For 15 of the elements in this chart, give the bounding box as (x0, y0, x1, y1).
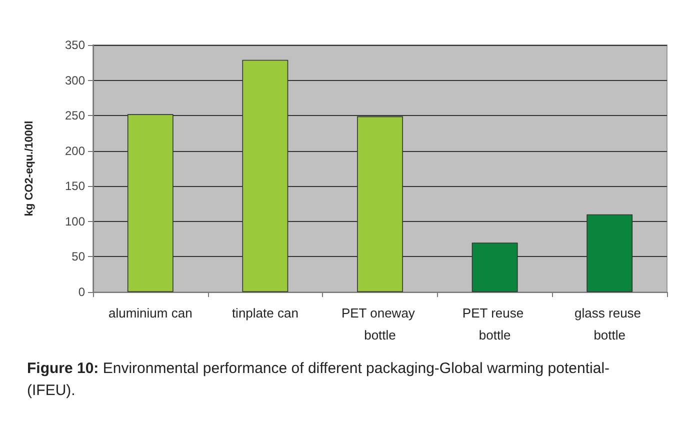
x-tick-label: aluminium can (108, 306, 192, 320)
x-tick-label: PET reuse bottle (462, 306, 528, 342)
x-tick-label: PET oneway bottle (341, 306, 419, 342)
x-tick-label: glass reuse bottle (574, 306, 645, 342)
y-tick-label: 150 (64, 179, 86, 194)
y-tick-label: 0 (78, 285, 86, 299)
y-axis-title: kg CO2-equ./1000l (24, 120, 36, 216)
text: Figure 10: Environmental performance of different packaging-Global warming potential-(IFEU). (27, 360, 610, 399)
x-tick-label: tinplate can (232, 306, 298, 320)
y-tick-label: 350 (64, 38, 86, 52)
y-tick-label: 300 (64, 73, 86, 88)
y-tick-label: 200 (64, 144, 86, 158)
y-tick-label: 250 (64, 108, 86, 123)
y-tick-label: 100 (64, 214, 86, 228)
y-tick-label: 50 (72, 250, 86, 264)
